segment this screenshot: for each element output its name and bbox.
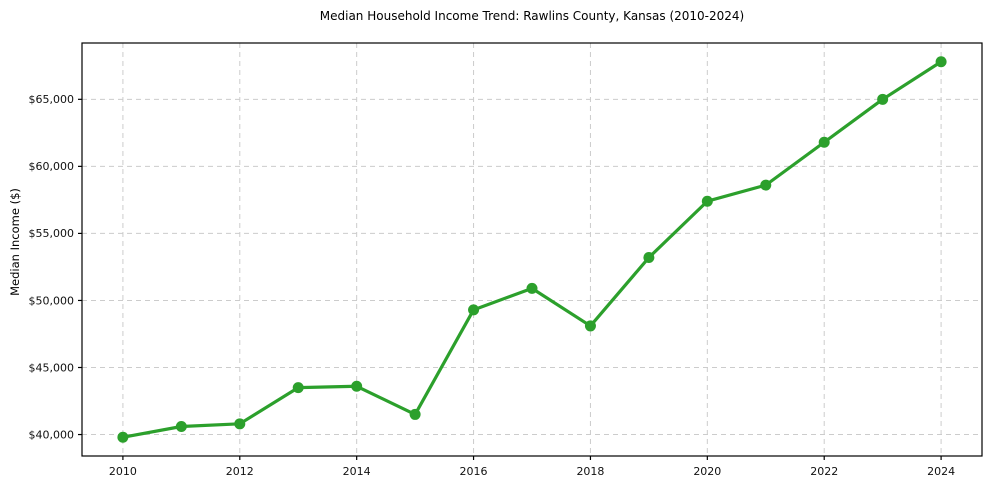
data-point-2023 — [877, 93, 889, 105]
data-point-2024 — [935, 56, 947, 68]
data-point-2022 — [818, 136, 830, 148]
chart-title: Median Household Income Trend: Rawlins C… — [319, 9, 745, 23]
x-tick-label-2022: 2022 — [810, 465, 838, 478]
data-point-2011 — [175, 421, 187, 432]
data-point-2019 — [643, 252, 655, 264]
data-point-2015 — [409, 408, 421, 420]
y-tick-label-50000: $50,000 — [29, 294, 75, 307]
data-point-2016 — [468, 304, 480, 316]
x-tick-label-2018: 2018 — [576, 465, 604, 478]
y-tick-label-40000: $40,000 — [29, 428, 75, 441]
data-point-2017 — [526, 282, 538, 294]
x-tick-label-2016: 2016 — [460, 465, 488, 478]
y-tick-label-45000: $45,000 — [29, 361, 75, 374]
data-point-2020 — [701, 195, 713, 207]
y-tick-label-60000: $60,000 — [29, 160, 75, 173]
data-point-2013 — [292, 382, 304, 394]
x-tick-label-2014: 2014 — [343, 465, 371, 478]
data-point-2018 — [584, 320, 596, 332]
plot-border — [81, 42, 983, 457]
data-point-2012 — [234, 418, 246, 430]
x-tick-label-2020: 2020 — [693, 465, 721, 478]
y-tick-label-55000: $55,000 — [29, 227, 75, 240]
data-point-2010 — [117, 431, 129, 443]
x-tick-label-2012: 2012 — [226, 465, 254, 478]
data-point-2021 — [760, 179, 772, 191]
y-tick-label-65000: $65,000 — [29, 93, 75, 106]
x-tick-label-2024: 2024 — [927, 465, 955, 478]
data-point-2014 — [351, 380, 363, 392]
trend-line — [121, 60, 943, 439]
x-tick-label-2010: 2010 — [109, 465, 137, 478]
